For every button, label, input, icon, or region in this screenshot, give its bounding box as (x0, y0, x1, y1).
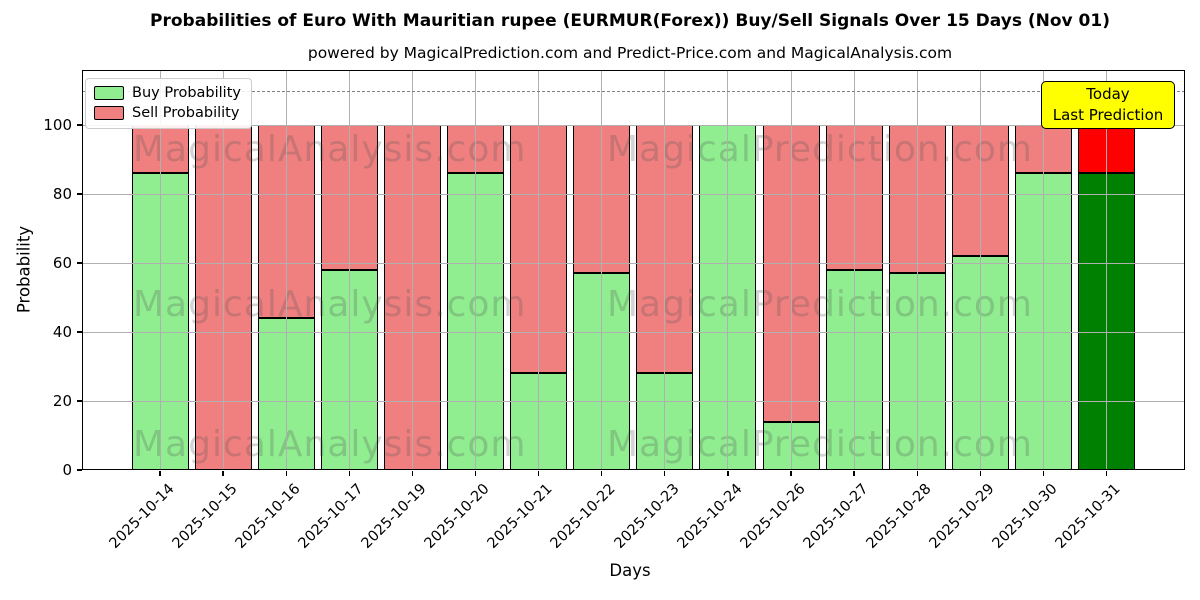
watermark-text: MagicalAnalysis.com (133, 284, 527, 325)
h-gridline (82, 331, 1185, 333)
x-tick-label: 2025-10-20 (421, 481, 493, 552)
y-axis-label: Probability (14, 225, 34, 314)
legend-sell-label: Sell Probability (132, 105, 240, 121)
today-annotation-line2: Last Prediction (1052, 106, 1164, 124)
y-tick-label: 100 (43, 115, 72, 134)
h-gridline (82, 262, 1185, 264)
v-gridline (411, 70, 413, 470)
sell-swatch-icon (94, 106, 124, 120)
v-gridline (790, 70, 792, 470)
v-gridline (601, 70, 603, 470)
x-tick-mark (601, 471, 603, 476)
y-tick-mark (77, 400, 82, 402)
buy-swatch-icon (94, 86, 124, 100)
h-gridline (82, 400, 1185, 402)
v-gridline (853, 70, 855, 470)
legend-row-buy: Buy Probability (94, 83, 241, 103)
h-gridline (82, 124, 1185, 126)
x-tick-label: 2025-10-23 (611, 481, 683, 552)
legend-row-sell: Sell Probability (94, 103, 241, 123)
today-annotation-line1: Today (1086, 85, 1130, 103)
x-tick-mark (159, 471, 161, 476)
x-tick-label: 2025-10-15 (169, 481, 241, 552)
x-tick-mark (916, 471, 918, 476)
x-tick-label: 2025-10-17 (295, 481, 367, 552)
x-tick-mark (1042, 471, 1045, 476)
x-tick-mark (664, 471, 666, 476)
y-tick-mark (77, 124, 82, 126)
x-tick-label: 2025-10-21 (484, 481, 556, 552)
watermark-text: MagicalPrediction.com (607, 129, 1033, 170)
v-gridline (285, 70, 287, 470)
x-tick-mark (222, 471, 224, 476)
v-gridline (979, 70, 981, 470)
x-tick-label: 2025-10-16 (232, 481, 304, 552)
chart-subtitle: powered by MagicalPrediction.com and Pre… (307, 44, 953, 62)
v-gridline (916, 70, 918, 470)
v-gridline (159, 70, 161, 470)
v-gridline (538, 70, 540, 470)
watermark-text: MagicalPrediction.com (607, 284, 1033, 325)
x-tick-label: 2025-10-30 (989, 481, 1061, 552)
y-tick-mark (77, 262, 82, 264)
plot-area: MagicalAnalysis.com MagicalPrediction.com… (82, 70, 1185, 470)
legend-buy-label: Buy Probability (132, 85, 241, 101)
x-tick-mark (790, 471, 792, 476)
x-tick-label: 2025-10-26 (737, 481, 809, 552)
watermark-text: MagicalAnalysis.com (133, 129, 527, 170)
v-gridline (1106, 70, 1107, 470)
y-tick-mark (77, 193, 82, 195)
y-tick-label: 0 (62, 460, 72, 479)
x-tick-label: 2025-10-27 (800, 481, 872, 552)
x-tick-mark (348, 471, 350, 476)
x-tick-mark (979, 471, 981, 476)
v-gridline (664, 70, 666, 470)
x-tick-label: 2025-10-22 (548, 481, 620, 552)
y-tick-mark (77, 331, 82, 333)
h-gridline (82, 193, 1185, 195)
chart-title: Probabilities of Euro With Mauritian rup… (150, 11, 1110, 31)
today-annotation: Today Last Prediction (1041, 81, 1175, 129)
y-tick-mark (77, 469, 82, 471)
x-tick-mark (411, 471, 414, 476)
y-tick-label: 20 (52, 391, 72, 410)
watermark-text: MagicalPrediction.com (607, 424, 1033, 465)
x-tick-mark (727, 471, 729, 476)
legend: Buy Probability Sell Probability (85, 78, 252, 129)
v-gridline (1042, 70, 1044, 470)
x-tick-label: 2025-10-24 (674, 481, 746, 552)
x-tick-label: 2025-10-31 (1052, 481, 1124, 552)
v-gridline (348, 70, 350, 470)
x-tick-mark (537, 471, 540, 476)
v-gridline (727, 70, 729, 470)
y-tick-label: 60 (52, 253, 72, 272)
v-gridline (475, 70, 476, 470)
y-tick-label: 40 (52, 322, 72, 341)
v-gridline (222, 70, 224, 470)
x-tick-label: 2025-10-19 (358, 481, 430, 552)
x-tick-mark (1105, 471, 1108, 476)
x-tick-label: 2025-10-14 (106, 481, 178, 552)
x-axis-label: Days (609, 561, 651, 580)
x-tick-mark (285, 471, 287, 476)
watermark-text: MagicalAnalysis.com (133, 424, 527, 465)
y-tick-label: 80 (52, 184, 72, 203)
x-tick-label: 2025-10-28 (863, 481, 935, 552)
x-tick-mark (853, 471, 855, 476)
threshold-dashed-line (82, 90, 1185, 92)
x-tick-label: 2025-10-29 (926, 481, 998, 552)
x-tick-mark (474, 471, 477, 476)
